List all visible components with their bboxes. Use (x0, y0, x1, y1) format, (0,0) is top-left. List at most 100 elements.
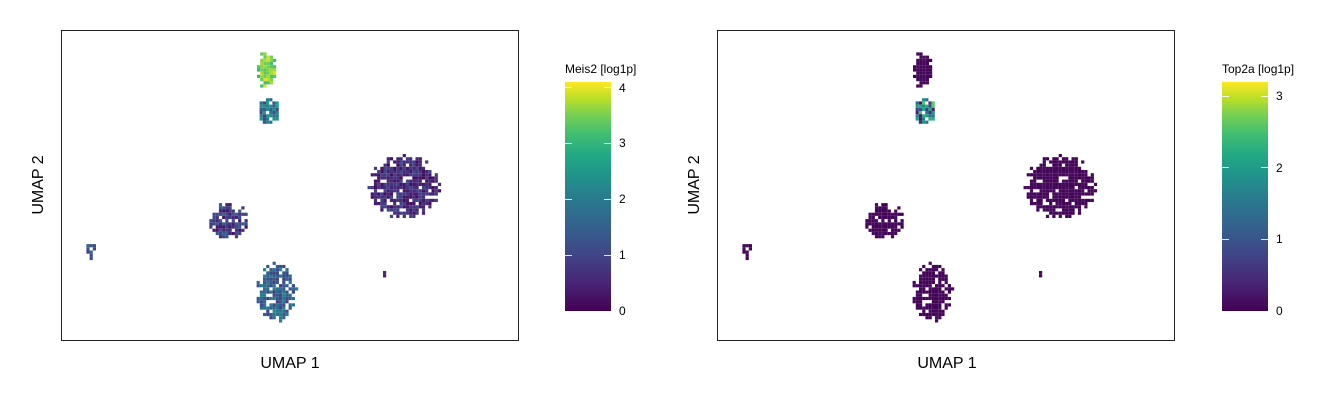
cell-point (1074, 176, 1078, 180)
cell-point (399, 211, 403, 215)
cell-point (951, 287, 955, 291)
cell-point (373, 179, 378, 183)
cell-point (922, 104, 926, 108)
cell-point (405, 198, 410, 202)
cell-point (279, 268, 283, 272)
cell-point (1084, 173, 1088, 177)
cell-point (431, 179, 435, 183)
cell-point (402, 192, 406, 196)
cell-point (931, 287, 935, 291)
cell-point (402, 160, 406, 164)
cell-point (1029, 186, 1034, 190)
cell-point (1061, 173, 1066, 177)
cell-point (263, 81, 267, 85)
cell-point (399, 182, 403, 186)
cell-point (1058, 192, 1062, 196)
cell-point (925, 65, 929, 69)
cell-point (396, 157, 400, 161)
cell-point (1045, 157, 1050, 161)
cell-point (266, 71, 270, 75)
cell-point (389, 176, 394, 180)
cell-point (941, 312, 945, 317)
cell-point (1049, 166, 1053, 170)
cell-point (272, 309, 276, 313)
cell-point (1045, 186, 1050, 190)
cell-point (269, 78, 273, 82)
cell-point (428, 186, 432, 190)
cell-point (894, 209, 898, 213)
cell-point (1029, 179, 1034, 183)
cell-point (874, 219, 879, 223)
cell-point (275, 274, 279, 278)
cell-point (887, 222, 891, 226)
cell-point (944, 293, 948, 297)
cell-point (868, 222, 872, 226)
cell-point (919, 55, 923, 59)
cell-point (415, 163, 419, 167)
cell-point (405, 195, 410, 199)
cell-point (928, 104, 932, 108)
cell-point (1052, 170, 1056, 174)
cell-point (922, 62, 926, 66)
cell-point (922, 306, 926, 310)
cell-point (380, 173, 384, 177)
cell-point (1049, 186, 1053, 190)
cell-point (415, 211, 419, 215)
cell-point (399, 186, 403, 190)
cell-point (412, 189, 416, 193)
cell-point (412, 160, 416, 164)
cell-point (928, 114, 932, 118)
cell-point (275, 114, 279, 118)
meis2-umap-panel: UMAP 1 UMAP 2 Meis2 [log1p] 0 1 2 3 4 (30, 30, 636, 372)
cell-point (273, 58, 277, 62)
cell-point (1090, 189, 1094, 193)
cell-point (1077, 205, 1082, 209)
cell-point (1029, 166, 1034, 170)
cell-point (922, 274, 926, 278)
cell-point (1058, 214, 1062, 218)
cell-point (285, 293, 289, 297)
cell-point (402, 186, 406, 190)
cell-point (383, 195, 387, 199)
cell-point (437, 189, 442, 193)
cell-point (275, 293, 279, 297)
cell-point (377, 170, 381, 174)
cell-point (1039, 182, 1043, 186)
cell-point (1055, 163, 1059, 167)
cell-point (884, 222, 888, 226)
cell-point (884, 212, 888, 216)
cell-point (916, 78, 920, 82)
cell-point (1077, 173, 1082, 177)
cell-point (222, 225, 226, 229)
cell-point (389, 166, 394, 170)
cell-point (1077, 192, 1082, 196)
cell-point (916, 62, 920, 66)
cell-point (275, 287, 279, 291)
cell-point (1068, 211, 1072, 215)
cell-point (279, 296, 283, 301)
cell-point (1036, 208, 1040, 212)
cell-point (370, 195, 374, 199)
cell-point (944, 277, 948, 281)
cell-point (272, 312, 276, 317)
cell-point (916, 58, 920, 62)
cell-point (263, 68, 267, 72)
cell-point (1049, 211, 1053, 215)
cell-point (1090, 186, 1094, 190)
cell-point (269, 68, 273, 72)
cell-point (285, 296, 289, 301)
cell-point (931, 309, 935, 313)
cell-point (919, 81, 923, 85)
cell-point (944, 306, 948, 310)
cell-point (383, 170, 387, 174)
cell-point (922, 287, 926, 291)
cell-point (947, 290, 951, 294)
cell-point (418, 189, 422, 193)
cell-point (929, 74, 933, 78)
cell-point (266, 287, 270, 291)
cell-point (868, 215, 872, 220)
cell-point (1045, 208, 1050, 212)
cell-point (225, 235, 229, 239)
cell-point (259, 107, 263, 111)
cell-point (273, 71, 277, 75)
